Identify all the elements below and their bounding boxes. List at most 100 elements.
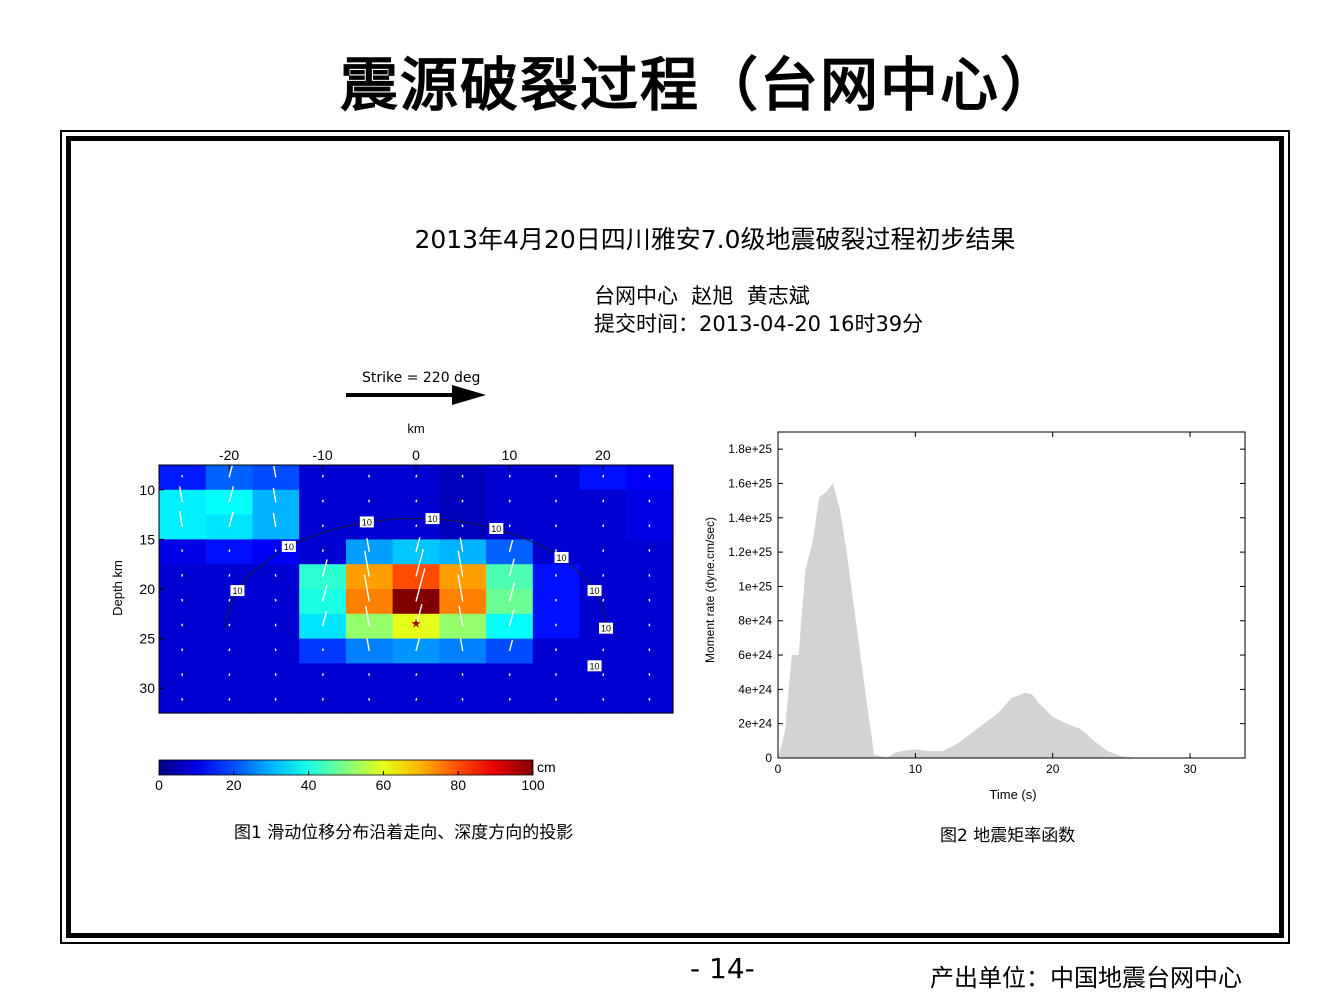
contour-label: 10: [284, 542, 294, 552]
slip-vector: [321, 474, 324, 478]
heatmap-cell: [579, 489, 627, 516]
slip-vector: [508, 499, 511, 503]
heatmap-cell: [392, 489, 440, 516]
heatmap-cell: [299, 539, 347, 565]
mrf-xtick-label: 20: [1046, 762, 1060, 776]
slip-vector: [415, 474, 418, 478]
slip-vector: [457, 550, 464, 577]
figure-submit-time: 提交时间：2013-04-20 16时39分: [594, 312, 924, 336]
slip-vector: [178, 511, 184, 528]
colorbar-tick-label: 20: [226, 777, 242, 793]
heatmap-ytick-label: 30: [139, 680, 155, 696]
heatmap-cell: [532, 589, 581, 615]
mrf-ytick-label: 1.6e+25: [728, 476, 772, 490]
heatmap-cell: [579, 564, 627, 590]
heatmap-cell: [205, 688, 254, 714]
slip-vector: [459, 638, 464, 652]
producer-credit: 产出单位：中国地震台网中心: [930, 964, 1242, 992]
heatmap-cell: [345, 613, 394, 640]
heatmap-cell: [345, 489, 394, 516]
heatmap-cell: [486, 663, 534, 689]
heatmap-cell: [439, 589, 487, 615]
heatmap-cell: [345, 638, 394, 664]
figure-frame-outer: [60, 130, 1290, 944]
contour-label: 10: [590, 586, 600, 596]
slip-vector: [228, 549, 231, 552]
slip-vector: [415, 548, 425, 577]
heatmap-cell: [252, 663, 300, 689]
heatmap-cell: [626, 514, 674, 540]
colorbar-tick-label: 0: [155, 777, 163, 793]
slip-vector: [228, 511, 234, 528]
heatmap-cell: [159, 638, 207, 664]
heatmap-cell: [205, 514, 254, 540]
heatmap-cell: [439, 613, 487, 640]
heatmap-cell: [439, 638, 487, 664]
heatmap-cell: [439, 489, 487, 516]
heatmap-cell: [579, 514, 627, 540]
slip-vector: [321, 549, 324, 552]
strike-label: Strike = 220 deg: [362, 370, 481, 386]
slip-vector: [602, 549, 605, 552]
strike-arrow-icon: [346, 385, 486, 405]
heatmap-cell: [252, 514, 300, 540]
heatmap-xtick-label: -20: [219, 447, 239, 463]
heatmap-cell: [345, 688, 394, 714]
slip-vector: [321, 648, 324, 652]
slip-vector: [508, 558, 515, 577]
heatmap-cell: [532, 663, 581, 689]
heatmap-cell: [345, 539, 394, 565]
slip-vector: [366, 638, 370, 652]
slip-vector: [415, 698, 418, 701]
heatmap-cell: [205, 564, 254, 590]
heatmap-cell: [532, 613, 581, 640]
slip-vector: [508, 673, 511, 676]
heatmap-cell: [532, 688, 581, 714]
slip-vector: [178, 486, 184, 503]
heatmap-cell: [159, 489, 207, 516]
heatmap-cell: [299, 564, 347, 590]
heatmap-xtick-label: 10: [502, 447, 518, 463]
mrf-ylabel: Moment rate (dyne.cm/sec): [703, 517, 717, 663]
heatmap-cell: [626, 489, 674, 516]
figure1-caption: 图1 滑动位移分布沿着走向、深度方向的投影: [234, 823, 574, 843]
heatmap-cell: [439, 539, 487, 565]
slip-vector: [321, 673, 324, 676]
heatmap-cell: [486, 688, 534, 714]
heatmap-cell: [299, 663, 347, 689]
heatmap-cell: [486, 539, 534, 565]
slip-vector: [602, 524, 605, 528]
slip-vector: [272, 512, 277, 528]
colorbar: [158, 759, 534, 776]
heatmap-cell: [439, 514, 487, 540]
slip-vector: [228, 485, 235, 503]
slip-vector: [321, 610, 328, 627]
slip-vector: [602, 574, 605, 577]
heatmap-cell: [486, 638, 534, 664]
heatmap-cell: [299, 489, 347, 516]
contour-label: 10: [428, 514, 438, 524]
mrf-xtick-label: 10: [909, 762, 923, 776]
heatmap-cell: [205, 539, 254, 565]
slip-vector: [458, 605, 464, 627]
heatmap-cell: [345, 564, 394, 590]
slip-vector: [508, 639, 514, 652]
heatmap-cell: [252, 589, 300, 615]
heatmap-cell: [299, 613, 347, 640]
heatmap-cell: [159, 564, 207, 590]
heatmap-cell: [579, 688, 627, 714]
slip-vector: [365, 605, 370, 627]
heatmap-cell: [252, 613, 300, 640]
heatmap-cell: [579, 663, 627, 689]
slip-vector: [228, 598, 231, 602]
heatmap-cell: [392, 589, 440, 615]
mrf-ytick-label: 1.4e+25: [728, 511, 772, 525]
heatmap-cell: [579, 539, 627, 565]
slip-vector: [415, 568, 426, 602]
heatmap-cell: [205, 663, 254, 689]
heatmap-cell: [159, 613, 207, 640]
heatmap-cell: [392, 539, 440, 565]
heatmap-cell: [252, 688, 300, 714]
contour-label: 10: [362, 517, 372, 527]
page-number: - 14-: [690, 952, 755, 985]
